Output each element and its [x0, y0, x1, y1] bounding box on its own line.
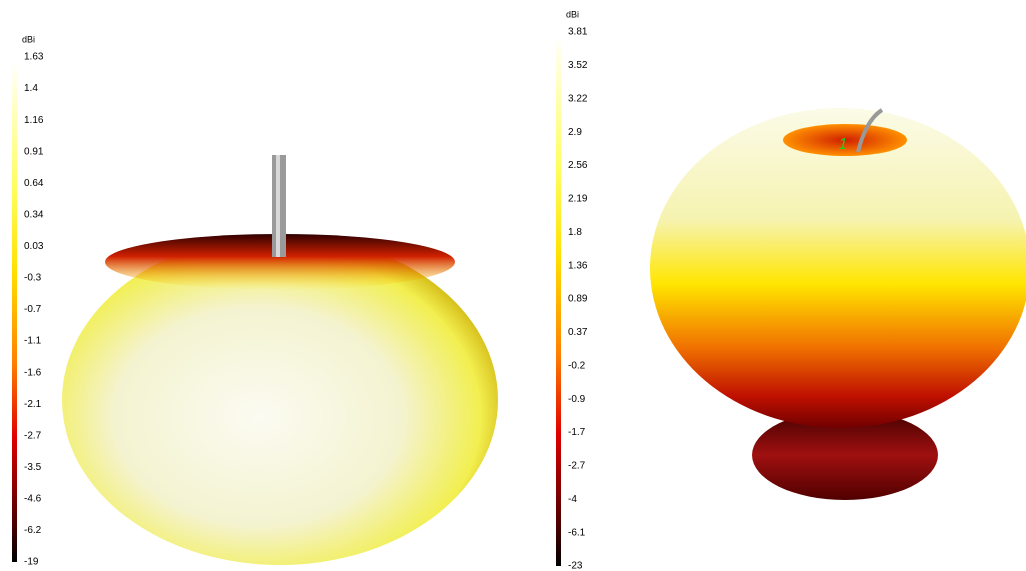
- colorbar: [556, 35, 561, 566]
- colorbar-tick-label: -6.2: [24, 525, 42, 536]
- lobe-hole: [783, 124, 907, 156]
- colorbar-tick-label: -1.1: [24, 336, 42, 347]
- colorbar-tick-label: 0.64: [24, 178, 44, 189]
- colorbar-tick-label: 2.19: [568, 194, 588, 205]
- colorbar-tick-label: 1.63: [24, 52, 44, 63]
- colorbar-tick-label: -4.6: [24, 494, 42, 505]
- colorbar-tick-label: -1.6: [24, 367, 42, 378]
- colorbar-tick-label: 3.81: [568, 27, 588, 38]
- colorbar-tick-label: 1.36: [568, 260, 588, 271]
- colorbar-tick-label: -2.7: [568, 461, 586, 472]
- colorbar-tick-label: 2.9: [568, 127, 582, 138]
- colorbar-tick-label: 0.34: [24, 209, 44, 220]
- colorbar-tick-label: 1.8: [568, 227, 582, 238]
- colorbar-tick-label: -3.5: [24, 462, 42, 473]
- colorbar-tick-label: -0.3: [24, 273, 42, 284]
- colorbar-tick-label: -4: [568, 494, 577, 505]
- antenna-highlight: [276, 155, 280, 257]
- colorbar-tick-label: 3.22: [568, 93, 588, 104]
- colorbar-tick-label: 2.56: [568, 160, 588, 171]
- colorbar: [12, 62, 17, 562]
- colorbar-tick-label: 3.52: [568, 60, 588, 71]
- lobe-top: [105, 234, 455, 290]
- colorbar-tick-label: 0.91: [24, 146, 44, 157]
- colorbar-unit: dBi: [566, 9, 579, 19]
- back-lobe: [752, 410, 938, 500]
- colorbar-tick-label: 0.89: [568, 294, 588, 305]
- radiation-lobe: [62, 235, 498, 565]
- colorbar-tick-label: -23: [568, 561, 583, 571]
- port-label: 1: [839, 136, 848, 153]
- colorbar-tick-label: -19: [24, 557, 39, 568]
- colorbar-tick-label: 1.16: [24, 115, 44, 126]
- antenna-wire: [856, 108, 884, 153]
- colorbar-tick-label: 0.37: [568, 327, 588, 338]
- colorbar-tick-label: -1.7: [568, 427, 586, 438]
- colorbar-tick-label: -2.7: [24, 430, 42, 441]
- colorbar-tick-label: -2.1: [24, 399, 42, 410]
- colorbar-tick-label: 0.03: [24, 241, 44, 252]
- colorbar-tick-label: -6.1: [568, 527, 586, 538]
- colorbar-tick-label: -0.2: [568, 360, 586, 371]
- radiation-lobe: [650, 108, 1026, 428]
- colorbar-tick-label: -0.9: [568, 394, 586, 405]
- colorbar-tick-label: -0.7: [24, 304, 42, 315]
- colorbar-unit: dBi: [22, 34, 35, 44]
- colorbar-tick-label: 1.4: [24, 83, 38, 94]
